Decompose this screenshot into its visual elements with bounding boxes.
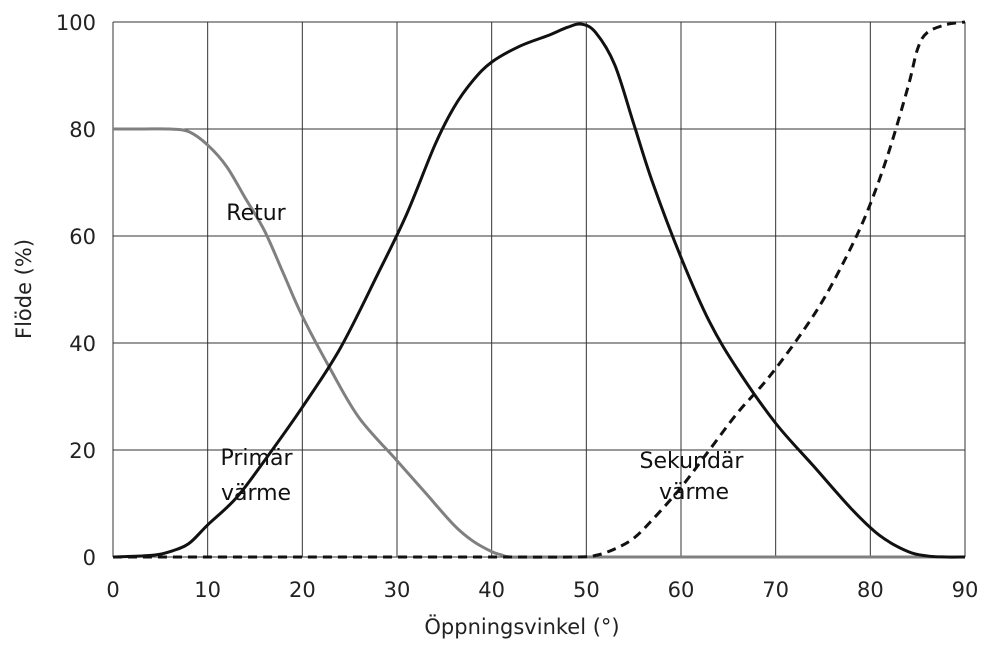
x-tick-label: 40 [478,578,505,602]
x-tick-label: 80 [857,578,884,602]
annotation-sekundar-line-1: Sekundär [640,449,745,474]
annotation-primar-line-2: värme [221,481,291,506]
y-tick-label: 80 [69,118,96,142]
annotation-sekundar-line-2: värme [659,480,729,505]
series-layer [112,20,966,559]
x-tick-label: 10 [194,578,221,602]
tick-labels: 0 10 20 30 40 50 60 70 80 90 0 20 40 60 80 100 [56,11,978,602]
x-tick-label: 20 [289,578,316,602]
y-tick-label: 0 [83,546,96,570]
x-tick-label: 60 [668,578,695,602]
x-tick-label: 0 [106,578,119,602]
x-axis-label: Öppningsvinkel (°) [424,614,619,639]
annotation-retur-line: Retur [226,201,286,226]
series-line-sekundar [112,20,966,559]
y-axis-label: Flöde (%) [12,239,36,339]
x-tick-label: 70 [762,578,789,602]
x-tick-label: 90 [952,578,979,602]
grid [112,21,966,558]
y-tick-label: 20 [69,439,96,463]
x-tick-label: 50 [573,578,600,602]
x-tick-label: 30 [384,578,411,602]
annotation-primar: Primär värme [221,446,300,506]
annotation-retur: Retur [226,201,286,226]
y-tick-label: 60 [69,225,96,249]
y-tick-label: 100 [56,11,96,35]
series-line-retur [112,127,965,559]
series-line-primar [112,22,966,559]
y-tick-label: 40 [69,332,96,356]
annotation-sekundar: Sekundär värme [640,449,751,505]
annotation-primar-line-1: Primär [221,446,294,471]
